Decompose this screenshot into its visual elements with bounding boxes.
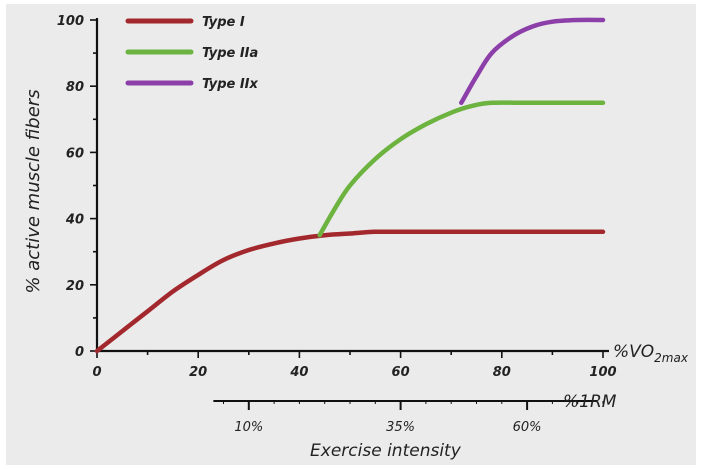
muscle-fiber-recruitment-chart: 0 20 40 60 80 100 0 20 40 60 80 100 % active muscle … <box>23 14 689 461</box>
x-tick-label: 0 <box>92 365 101 380</box>
x-tick-label: 60 <box>392 365 410 380</box>
x-tick-label: 80 <box>493 365 511 380</box>
x-tick-label: 100 <box>589 365 616 380</box>
series-line-type-iix <box>459 17 606 106</box>
y-tick-label: 0 <box>75 345 84 360</box>
legend-label: Type IIa <box>202 46 258 61</box>
x-axis-title: %VO2max <box>613 342 689 365</box>
series-line-type-i <box>94 229 606 354</box>
legend-label: Type IIx <box>202 77 259 92</box>
x-tick-label: 40 <box>289 365 308 380</box>
y-tick-label: 100 <box>57 14 84 29</box>
legend-label: Type I <box>202 15 245 30</box>
series-line-type-iia <box>317 100 606 238</box>
y-tick-label: 20 <box>66 279 84 294</box>
x-axis-title-main: %VO <box>613 342 654 362</box>
secondary-axis: 10% 35% 60% %1RM Exercise intensity <box>213 392 617 461</box>
axes: 0 20 40 60 80 100 0 20 40 60 80 100 % active muscle … <box>23 14 689 380</box>
y-tick-label: 80 <box>66 80 84 95</box>
y-tick-label: 40 <box>65 213 84 228</box>
secondary-axis-title: %1RM <box>563 392 617 412</box>
series-layer <box>94 17 606 354</box>
y-axis-title: % active muscle fibers <box>23 89 44 293</box>
legend: Type I Type IIa Type IIx <box>125 15 259 92</box>
x-axis-title-sub: 2max <box>654 351 689 365</box>
y-tick-label: 60 <box>66 146 84 161</box>
exercise-intensity-label: Exercise intensity <box>310 441 462 461</box>
x-tick-label: 20 <box>189 365 207 380</box>
chart-panel: 0 20 40 60 80 100 0 20 40 60 80 100 % active muscle … <box>6 4 696 465</box>
secondary-tick-label: 10% <box>234 420 263 435</box>
secondary-tick-label: 60% <box>513 420 542 435</box>
secondary-tick-label: 35% <box>386 420 415 435</box>
